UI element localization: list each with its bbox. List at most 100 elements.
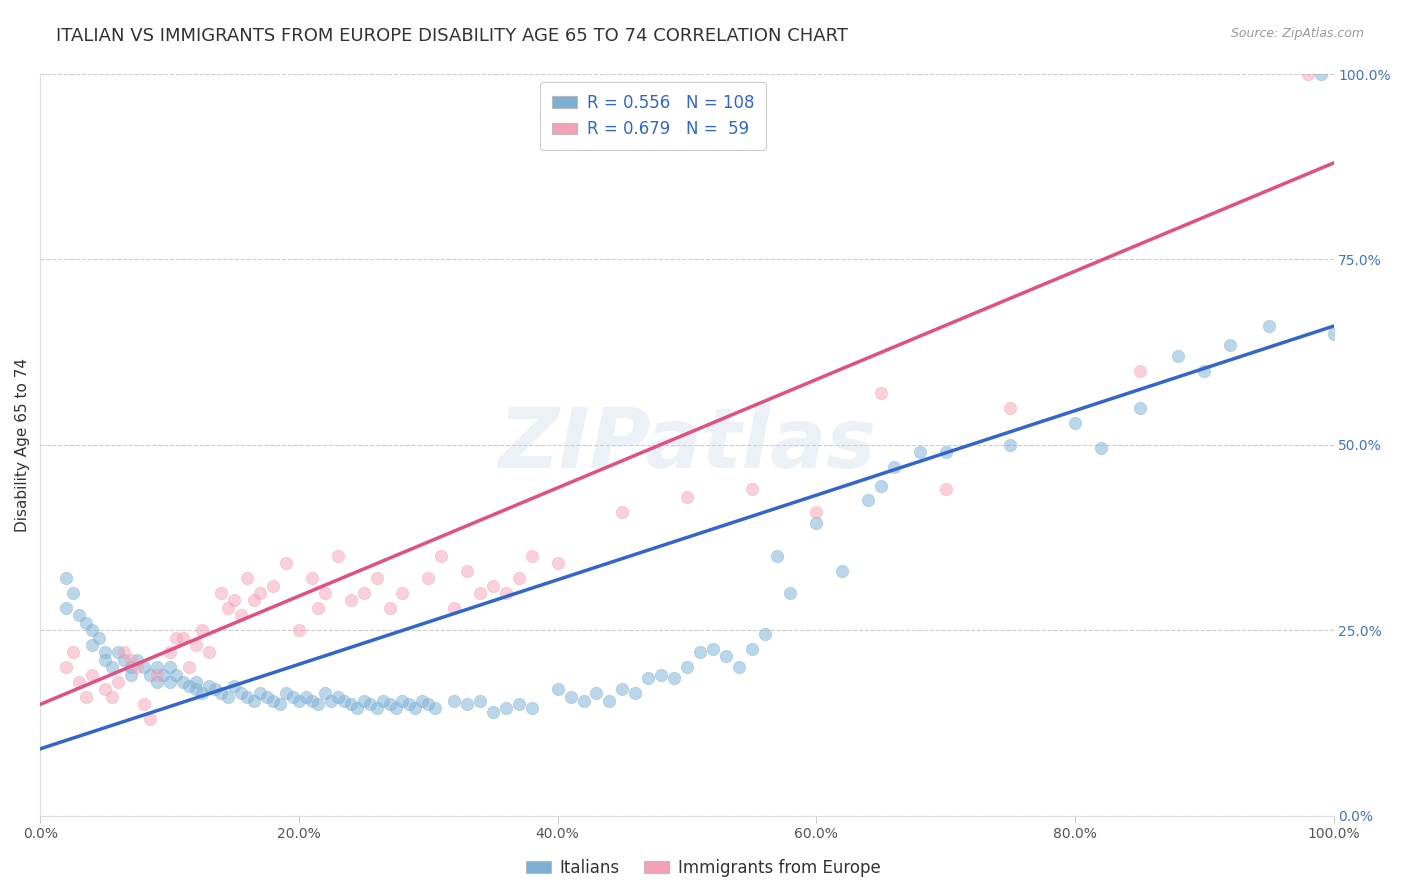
Text: ZIPatlas: ZIPatlas [498, 404, 876, 485]
Point [242, 693, 264, 707]
Point [1296, 67, 1319, 81]
Point [1322, 326, 1344, 341]
Point [908, 445, 931, 459]
Point [184, 682, 207, 697]
Point [366, 571, 388, 585]
Point [314, 686, 336, 700]
Point [547, 557, 569, 571]
Point [391, 693, 413, 707]
Point [612, 682, 634, 697]
Point [359, 698, 381, 712]
Point [1309, 67, 1331, 81]
Point [127, 653, 149, 667]
Point [547, 682, 569, 697]
Point [468, 586, 491, 600]
Point [224, 679, 246, 693]
Point [179, 679, 201, 693]
Point [204, 682, 226, 697]
Point [217, 690, 239, 704]
Point [326, 549, 349, 563]
Point [741, 641, 763, 656]
Point [249, 686, 271, 700]
Point [114, 653, 136, 667]
Point [307, 698, 329, 712]
Point [120, 653, 142, 667]
Point [159, 660, 181, 674]
Point [242, 593, 264, 607]
Point [870, 478, 893, 492]
Point [806, 516, 828, 530]
Point [520, 701, 543, 715]
Point [172, 675, 194, 690]
Point [127, 660, 149, 674]
Point [806, 504, 828, 518]
Point [55, 660, 77, 674]
Point [67, 608, 90, 623]
Point [1128, 363, 1150, 377]
Point [165, 667, 187, 681]
Point [249, 586, 271, 600]
Point [146, 660, 169, 674]
Point [114, 645, 136, 659]
Point [82, 623, 104, 637]
Point [766, 549, 789, 563]
Point [702, 641, 724, 656]
Point [172, 631, 194, 645]
Point [495, 586, 517, 600]
Point [612, 504, 634, 518]
Point [456, 564, 478, 578]
Point [107, 675, 129, 690]
Point [935, 482, 957, 496]
Point [353, 586, 375, 600]
Point [1000, 401, 1022, 415]
Point [443, 600, 465, 615]
Point [443, 693, 465, 707]
Point [146, 675, 169, 690]
Point [508, 571, 530, 585]
Point [159, 645, 181, 659]
Point [870, 385, 893, 400]
Text: ITALIAN VS IMMIGRANTS FROM EUROPE DISABILITY AGE 65 TO 74 CORRELATION CHART: ITALIAN VS IMMIGRANTS FROM EUROPE DISABI… [56, 27, 848, 45]
Point [727, 660, 749, 674]
Point [676, 490, 699, 504]
Point [159, 675, 181, 690]
Point [353, 693, 375, 707]
Point [831, 564, 853, 578]
Point [107, 645, 129, 659]
Point [339, 698, 361, 712]
Point [404, 701, 426, 715]
Point [184, 638, 207, 652]
Point [430, 549, 453, 563]
Point [132, 698, 155, 712]
Point [495, 701, 517, 715]
Point [321, 693, 343, 707]
Point [236, 690, 259, 704]
Point [883, 460, 905, 475]
Point [55, 571, 77, 585]
Point [100, 690, 122, 704]
Point [82, 638, 104, 652]
Point [754, 627, 776, 641]
Point [307, 600, 329, 615]
Point [87, 631, 110, 645]
Point [1219, 337, 1241, 351]
Point [560, 690, 582, 704]
Point [191, 686, 214, 700]
Point [217, 600, 239, 615]
Point [1167, 349, 1189, 363]
Point [288, 623, 311, 637]
Point [82, 667, 104, 681]
Point [294, 690, 316, 704]
Point [197, 645, 219, 659]
Point [184, 675, 207, 690]
Point [508, 698, 530, 712]
Point [152, 667, 174, 681]
Point [224, 593, 246, 607]
Point [418, 571, 440, 585]
Point [650, 667, 672, 681]
Point [482, 705, 505, 719]
Point [229, 686, 252, 700]
Point [598, 693, 620, 707]
Point [339, 593, 361, 607]
Point [94, 645, 117, 659]
